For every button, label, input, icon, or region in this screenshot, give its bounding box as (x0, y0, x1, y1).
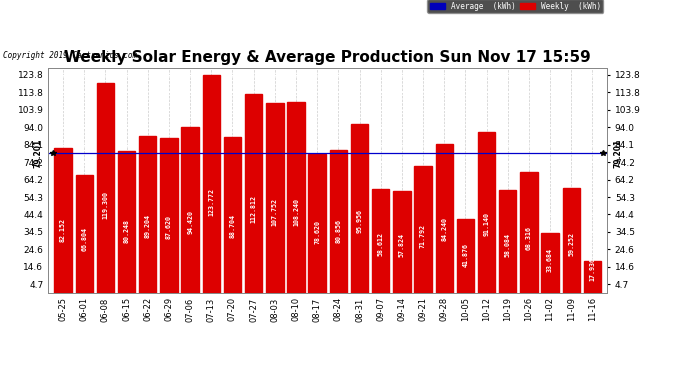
Bar (97, 83, 114, 292)
Bar (308, 154, 326, 292)
Text: 79.201: 79.201 (613, 139, 622, 168)
Text: 123.772: 123.772 (208, 188, 215, 216)
Text: 91.140: 91.140 (484, 212, 489, 236)
Title: Weekly Solar Energy & Average Production Sun Nov 17 15:59: Weekly Solar Energy & Average Production… (64, 50, 591, 65)
Text: 82.152: 82.152 (60, 218, 66, 242)
Bar (393, 191, 411, 292)
Text: 87.620: 87.620 (166, 214, 172, 238)
Bar (76, 175, 93, 292)
Text: 58.084: 58.084 (504, 233, 511, 257)
Bar (118, 152, 135, 292)
Text: 94.420: 94.420 (187, 210, 193, 234)
Text: 68.316: 68.316 (526, 226, 532, 251)
Text: 88.704: 88.704 (230, 214, 235, 238)
Text: 71.792: 71.792 (420, 224, 426, 248)
Text: 59.252: 59.252 (568, 232, 574, 256)
Text: 84.240: 84.240 (441, 217, 447, 241)
Bar (414, 166, 432, 292)
Bar (457, 219, 474, 292)
Text: 79.201: 79.201 (33, 139, 42, 168)
Bar (203, 75, 220, 292)
Text: 17.936: 17.936 (589, 258, 595, 282)
Bar (181, 126, 199, 292)
Bar (584, 261, 601, 292)
Bar (542, 233, 559, 292)
Bar (372, 189, 389, 292)
Text: Copyright 2019 Cartronics.com: Copyright 2019 Cartronics.com (3, 51, 137, 60)
Text: 78.620: 78.620 (314, 220, 320, 244)
Text: 107.752: 107.752 (272, 198, 278, 226)
Bar (160, 138, 177, 292)
Text: 66.804: 66.804 (81, 227, 88, 251)
Bar (224, 136, 241, 292)
Bar (330, 150, 347, 292)
Bar (287, 102, 305, 292)
Text: 89.204: 89.204 (145, 214, 151, 238)
Text: 33.684: 33.684 (547, 248, 553, 272)
Bar (266, 103, 284, 292)
Text: 112.812: 112.812 (250, 195, 257, 223)
Bar (562, 188, 580, 292)
Text: 57.824: 57.824 (399, 233, 405, 257)
Bar (520, 172, 538, 292)
Text: 41.876: 41.876 (462, 243, 469, 267)
Bar (435, 144, 453, 292)
Text: 80.856: 80.856 (335, 219, 342, 243)
Bar (478, 132, 495, 292)
Legend: Average  (kWh), Weekly  (kWh): Average (kWh), Weekly (kWh) (427, 0, 603, 13)
Text: 108.240: 108.240 (293, 198, 299, 226)
Bar (55, 148, 72, 292)
Bar (351, 124, 368, 292)
Text: 80.248: 80.248 (124, 219, 130, 243)
Bar (245, 94, 262, 292)
Bar (139, 136, 157, 292)
Text: 58.612: 58.612 (377, 232, 384, 256)
Text: 95.956: 95.956 (357, 210, 362, 234)
Bar (499, 190, 516, 292)
Text: 119.300: 119.300 (102, 191, 108, 219)
